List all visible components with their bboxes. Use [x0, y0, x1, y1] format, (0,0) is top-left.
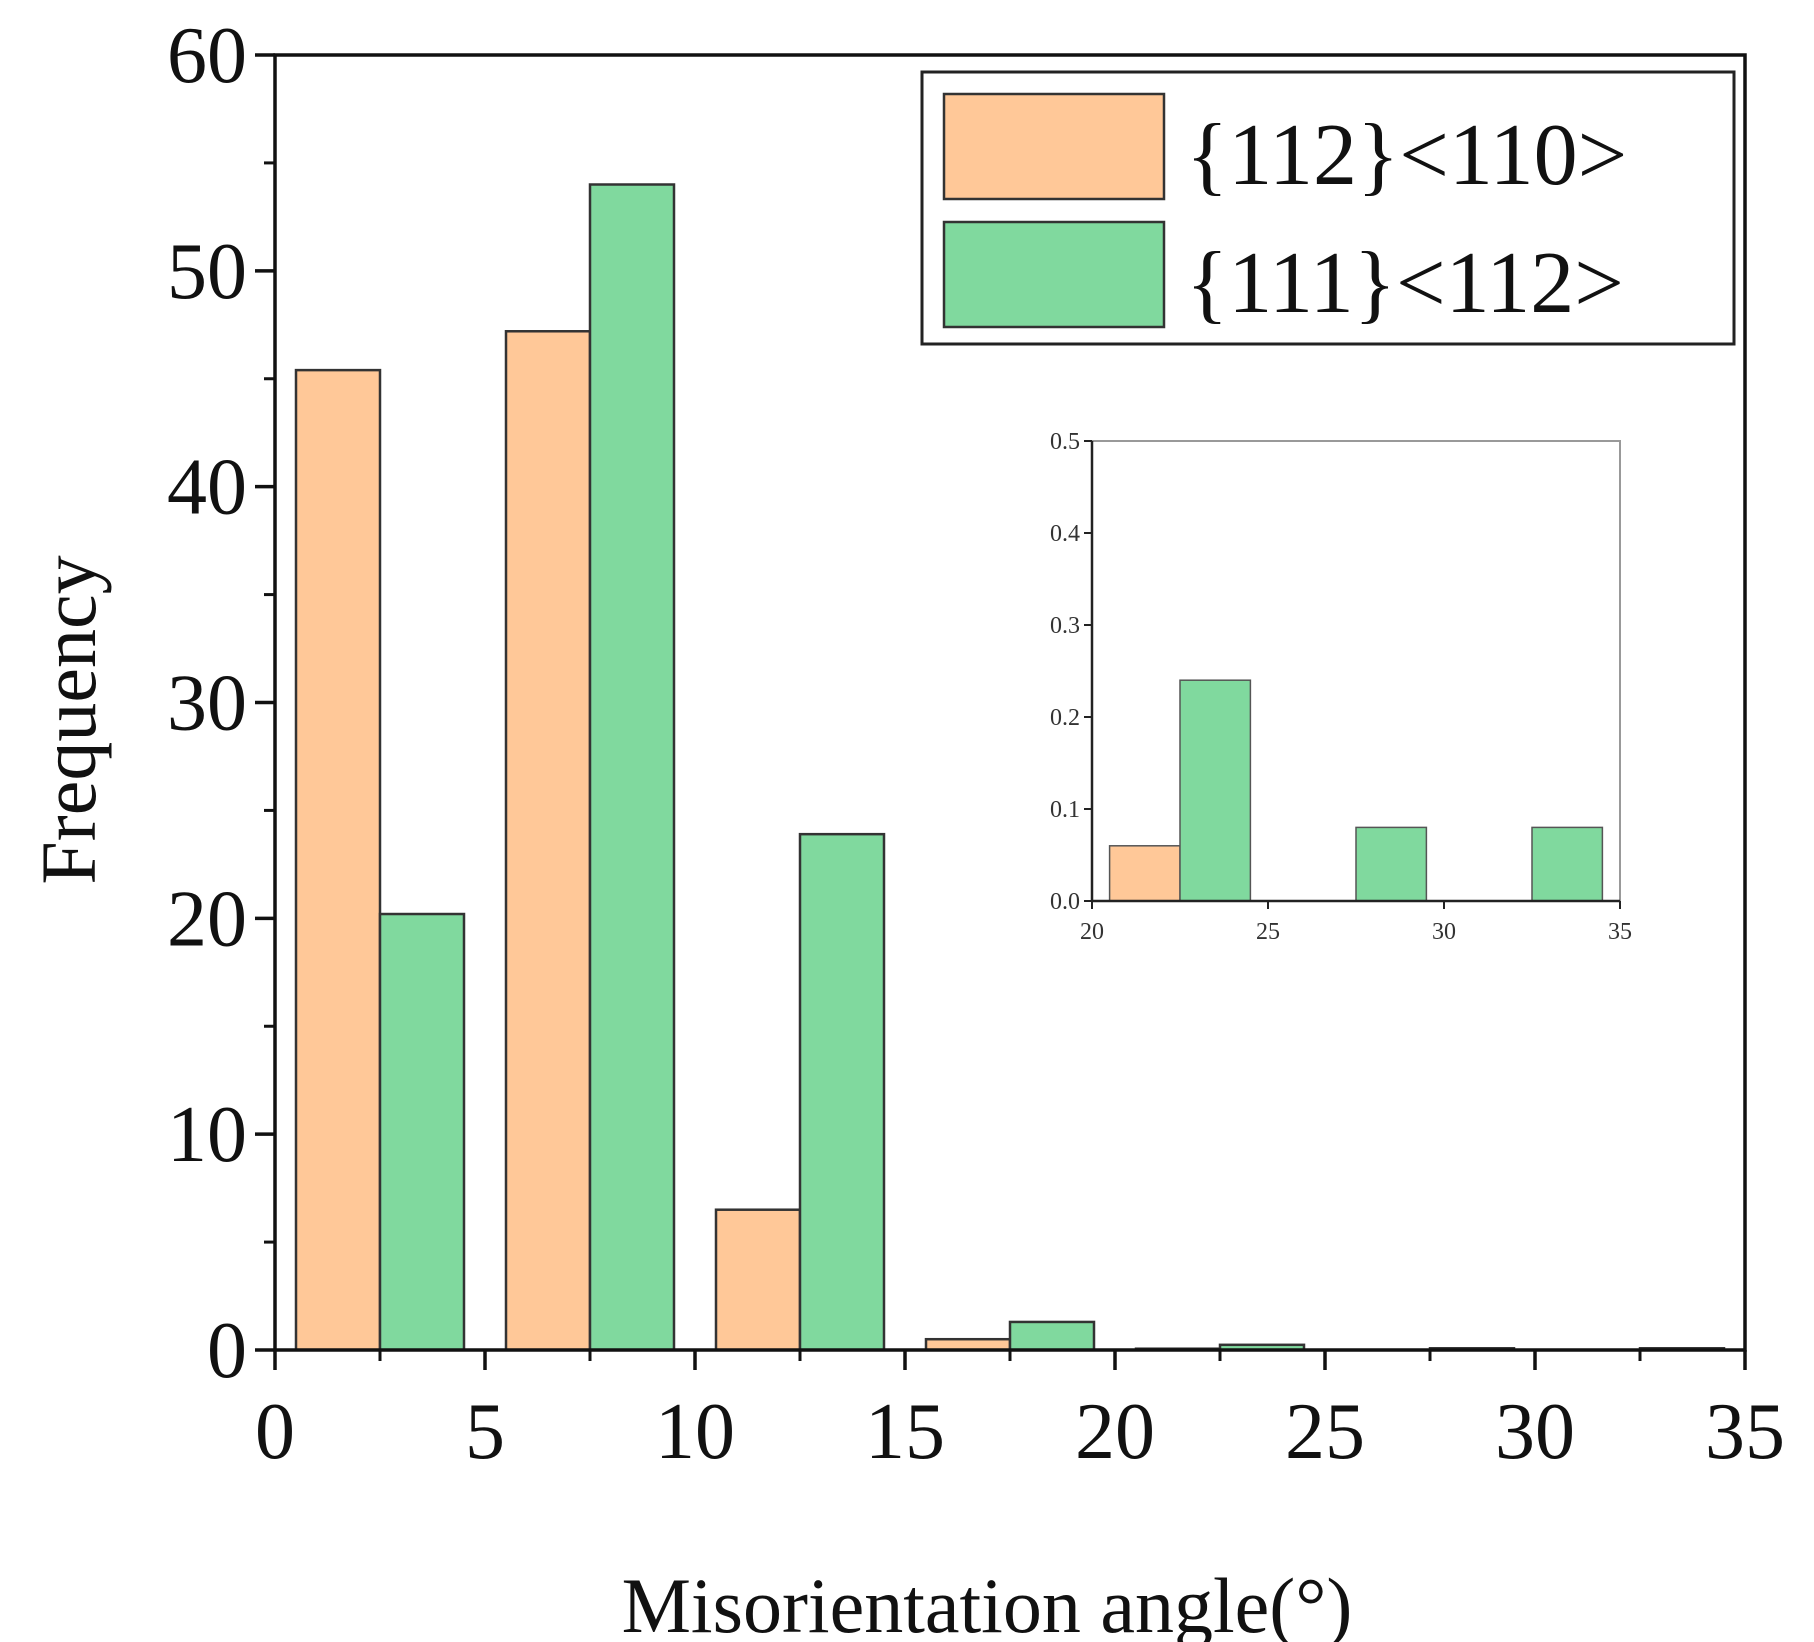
y-axis-title: Frequency: [25, 555, 112, 884]
inset-bar-series1-bin2: [1531, 826, 1604, 902]
inset-y-tick-label: 0.3: [1050, 613, 1080, 639]
inset-bar-series0-bin0: [1108, 845, 1181, 902]
inset-y-tick-label: 0.1: [1050, 797, 1080, 823]
x-tick-label: 15: [865, 1388, 945, 1476]
x-tick-label: 10: [655, 1388, 735, 1476]
y-tick-label: 0: [207, 1307, 247, 1395]
inset-x-tick-label: 30: [1432, 919, 1456, 945]
x-tick-label: 20: [1075, 1388, 1155, 1476]
bar-series1-bin2: [798, 832, 886, 1352]
inset-y-tick-label: 0.2: [1050, 705, 1080, 731]
y-tick-label: 30: [167, 660, 247, 748]
x-tick-label: 35: [1705, 1388, 1785, 1476]
inset-x-tick-label: 25: [1256, 919, 1280, 945]
x-axis-title: Misorientation angle(°): [622, 1562, 1353, 1642]
main-tick-labels: 0 10 20 30 40 50 60 0 5 10 15 20 25 30 35: [167, 12, 1785, 1476]
inset-bar-series1-bin0: [1179, 679, 1252, 902]
inset-bars-layer: [1108, 679, 1604, 902]
inset-y-tick-label: 0.0: [1050, 889, 1080, 915]
main-axes: [255, 53, 1747, 1370]
bar-series1-bin3: [1008, 1320, 1096, 1352]
x-tick-label: 0: [255, 1388, 295, 1476]
x-tick-label: 25: [1285, 1388, 1365, 1476]
bar-series1-bin1: [588, 183, 676, 1352]
inset-chart: 0.0 0.1 0.2 0.3 0.4 0.5 20 25 30 35: [1050, 429, 1632, 945]
inset-bar-series1-bin1: [1355, 826, 1428, 902]
y-tick-label: 60: [167, 12, 247, 100]
y-tick-label: 40: [167, 444, 247, 532]
x-tick-label: 30: [1495, 1388, 1575, 1476]
bar-series0-bin2: [714, 1208, 802, 1352]
inset-x-tick-label: 20: [1080, 919, 1104, 945]
inset-x-tick-label: 35: [1608, 919, 1632, 945]
inset-y-tick-label: 0.5: [1050, 429, 1080, 455]
inset-y-tick-label: 0.4: [1050, 521, 1080, 547]
legend-label-112-110: {112}<110>: [1186, 107, 1627, 204]
inset-tick-labels: 0.0 0.1 0.2 0.3 0.4 0.5 20 25 30 35: [1050, 429, 1632, 945]
main-bars-layer: [294, 183, 1726, 1352]
x-tick-label: 5: [465, 1388, 505, 1476]
legend: {112}<110> {111}<112>: [920, 70, 1736, 346]
legend-swatch-111-112: [942, 220, 1166, 329]
bar-series0-bin0: [294, 368, 382, 1352]
y-tick-label: 20: [167, 875, 247, 963]
legend-label-111-112: {111}<112>: [1186, 235, 1624, 332]
bar-series1-bin0: [378, 912, 466, 1352]
y-tick-label: 10: [167, 1091, 247, 1179]
legend-swatch-112-110: [942, 92, 1166, 201]
y-tick-label: 50: [167, 228, 247, 316]
bar-series0-bin1: [504, 330, 592, 1352]
